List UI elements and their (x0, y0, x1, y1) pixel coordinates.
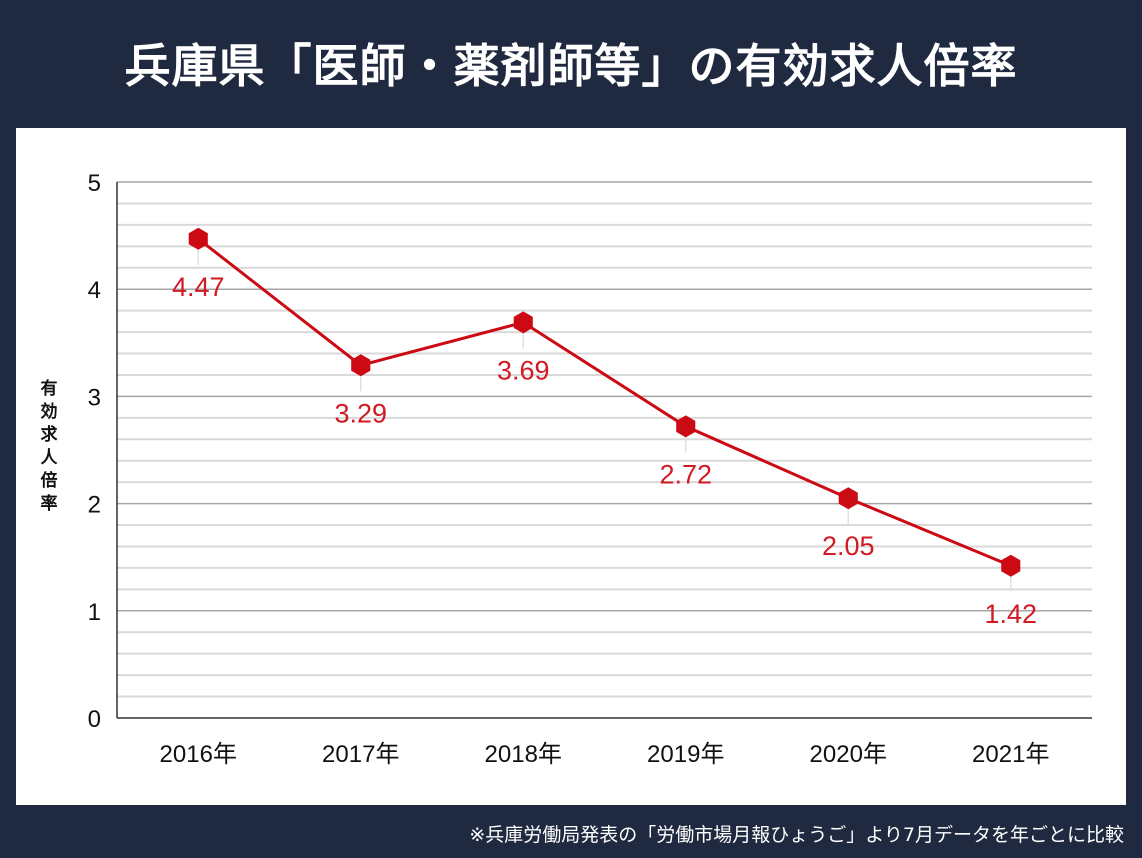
chart-panel: 0 1 2 3 4 5 2016年 2017年 2018年 2019年 2020年 2021年 4.47… (16, 128, 1126, 805)
y-tick-label: 1 (88, 599, 101, 626)
y-tick-label: 4 (88, 277, 101, 304)
x-tick-label: 2017年 (322, 741, 399, 768)
data-label: 3.69 (497, 355, 550, 385)
data-label: 3.29 (334, 398, 387, 428)
x-tick-label: 2016年 (160, 741, 237, 768)
y-tick-label: 2 (88, 492, 101, 519)
data-point-marker (1001, 554, 1021, 577)
series-line (197, 237, 1012, 568)
data-label: 2.05 (822, 531, 875, 561)
y-tick-label: 3 (88, 384, 101, 411)
y-tick-label: 0 (88, 706, 101, 733)
x-tick-label: 2018年 (485, 741, 562, 768)
x-tick-label: 2019年 (647, 741, 724, 768)
data-point-marker (351, 354, 371, 377)
y-tick-label: 5 (88, 170, 101, 197)
x-tick-label: 2020年 (810, 741, 887, 768)
data-point-marker (838, 487, 858, 510)
data-point-marker (676, 415, 696, 438)
line-chart: 0 1 2 3 4 5 2016年 2017年 2018年 2019年 2020年 2021年 4.47… (88, 170, 1092, 768)
x-tick-label: 2021年 (972, 741, 1049, 768)
source-note: ※兵庫労働局発表の「労働市場月報ひょうご」より7月データを年ごとに比較 (469, 824, 1124, 846)
y-axis-label: 有効求人倍率 (40, 379, 58, 514)
data-point-marker (513, 311, 533, 334)
data-point-marker (188, 227, 208, 250)
data-label: 4.47 (172, 272, 225, 302)
page-title: 兵庫県「医師・薬剤師等」の有効求人倍率 (124, 39, 1018, 93)
data-label: 2.72 (659, 459, 712, 489)
data-label: 1.42 (984, 599, 1037, 629)
